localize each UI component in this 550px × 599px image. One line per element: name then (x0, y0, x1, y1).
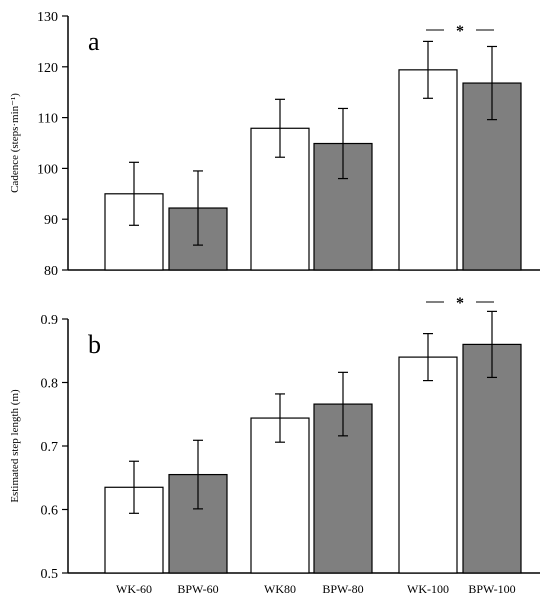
x-tick-label: BPW-80 (322, 582, 363, 596)
y-tick-label: 110 (38, 112, 58, 127)
y-tick-label: 0.6 (41, 504, 59, 519)
x-tick-label: WK-60 (116, 582, 152, 596)
significance-marker: * (456, 295, 464, 312)
bar (250, 417, 310, 574)
y-tick-label: 0.7 (41, 440, 59, 455)
y-tick-label: 120 (37, 61, 58, 76)
y-tick-label: 0.8 (41, 377, 59, 392)
y-axis-label: Estimated step length (m) (9, 389, 21, 503)
bar (398, 69, 458, 271)
x-tick-label: WK-100 (407, 582, 449, 596)
y-tick-label: 100 (37, 162, 58, 177)
y-tick-label: 0.5 (41, 567, 59, 582)
panel-label: a (88, 27, 100, 56)
bar (398, 356, 458, 574)
significance-marker: * (456, 23, 464, 40)
y-tick-label: 0.9 (41, 313, 59, 328)
y-tick-label: 80 (44, 264, 58, 279)
bar (462, 343, 522, 574)
panel-label: b (88, 330, 101, 359)
bar (104, 486, 164, 574)
x-tick-label: BPW-100 (468, 582, 515, 596)
y-tick-label: 90 (44, 213, 58, 228)
x-tick-label: WK80 (264, 582, 296, 596)
y-tick-label: 130 (37, 10, 58, 25)
x-tick-label: BPW-60 (177, 582, 218, 596)
y-axis-label: Cadence (steps·min⁻¹) (9, 93, 21, 193)
